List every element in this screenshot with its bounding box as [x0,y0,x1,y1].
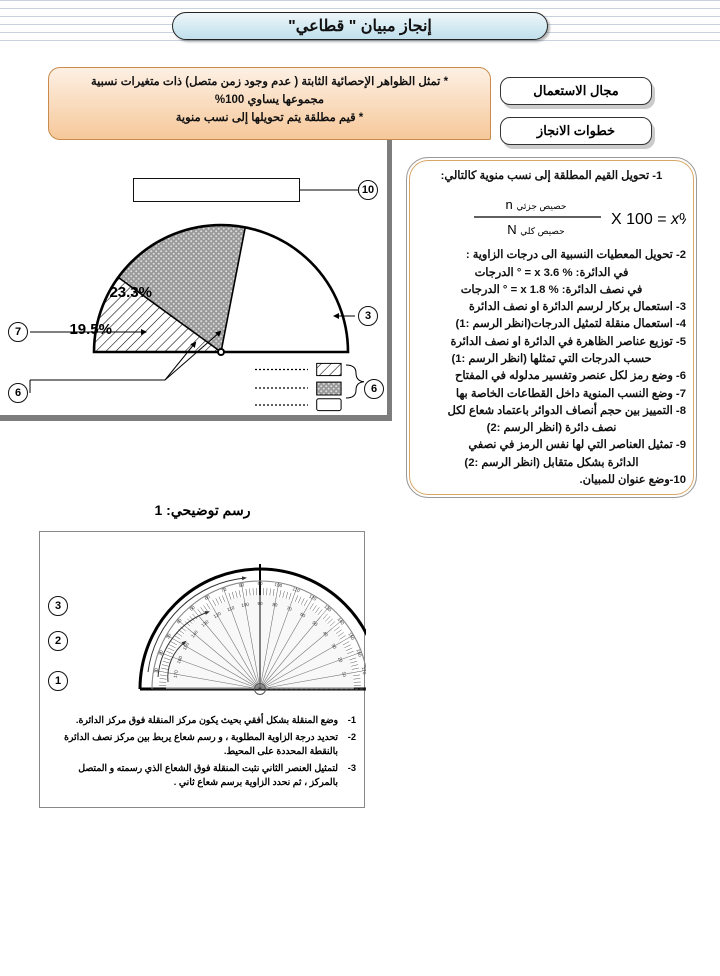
svg-text:120: 120 [308,594,318,602]
svg-text:160: 160 [355,648,362,657]
svg-text:110: 110 [292,586,301,593]
svg-text:70: 70 [221,587,228,594]
svg-text:n حصيص جزئي: n حصيص جزئي [506,197,567,212]
svg-text:90: 90 [257,601,263,606]
svg-text:N حصيص كلي: N حصيص كلي [507,222,564,237]
svg-text:80: 80 [239,582,245,588]
svg-text:60: 60 [204,594,211,601]
svg-text:30: 30 [165,632,172,639]
svg-text:140: 140 [336,617,345,626]
svg-text:170: 170 [361,666,366,675]
svg-text:X 100 = x%: X 100 = x% [611,211,686,228]
svg-text:19.5%: 19.5% [69,321,112,338]
svg-text:50: 50 [189,604,196,611]
svg-text:100: 100 [274,582,283,588]
svg-text:90: 90 [257,581,263,586]
svg-text:150: 150 [347,632,355,642]
svg-text:23.3%: 23.3% [109,284,152,301]
svg-text:130: 130 [323,604,332,613]
